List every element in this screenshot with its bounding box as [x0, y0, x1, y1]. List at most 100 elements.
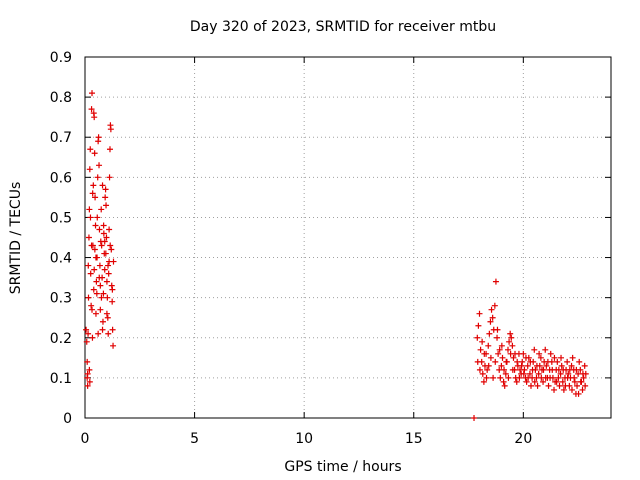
data-point	[102, 186, 109, 193]
data-point	[91, 246, 98, 253]
data-point	[109, 286, 116, 293]
data-point	[508, 334, 515, 341]
data-point	[558, 362, 565, 369]
data-point	[497, 374, 504, 381]
data-point	[90, 182, 97, 189]
data-point	[106, 146, 113, 153]
data-point	[83, 338, 90, 345]
data-point	[573, 366, 580, 373]
data-point	[86, 378, 93, 385]
data-point	[559, 378, 566, 385]
data-point	[108, 282, 115, 289]
data-point	[576, 358, 583, 365]
data-point	[531, 378, 538, 385]
data-point	[560, 366, 567, 373]
data-point	[94, 254, 101, 261]
data-point	[512, 350, 519, 357]
data-point	[524, 362, 531, 369]
data-point	[509, 342, 516, 349]
data-point	[89, 306, 96, 313]
data-point	[105, 262, 112, 269]
y-axis-label: SRMTID / TECUs	[8, 182, 24, 295]
data-point	[504, 346, 511, 353]
data-point	[566, 366, 573, 373]
data-point	[492, 278, 499, 285]
data-point	[522, 354, 529, 361]
data-point	[480, 378, 487, 385]
data-point	[483, 374, 490, 381]
data-point	[529, 366, 536, 373]
data-point	[85, 262, 92, 269]
data-point	[485, 362, 492, 369]
data-point	[92, 194, 99, 201]
data-point	[87, 146, 94, 153]
data-point	[564, 374, 571, 381]
data-point	[520, 370, 527, 377]
data-point	[101, 238, 108, 245]
data-point	[107, 242, 114, 249]
data-point	[565, 370, 572, 377]
x-tick-label: 10	[295, 431, 313, 447]
data-point	[484, 366, 491, 373]
data-point	[516, 374, 523, 381]
data-point	[523, 378, 530, 385]
data-point	[86, 166, 93, 173]
data-point	[485, 342, 492, 349]
data-point	[477, 346, 484, 353]
data-point	[102, 250, 109, 257]
data-point	[502, 370, 509, 377]
data-point	[534, 382, 541, 389]
data-point	[556, 382, 563, 389]
y-tick-label: 0	[63, 411, 72, 427]
data-point	[90, 286, 97, 293]
data-point	[88, 302, 95, 309]
data-point	[106, 226, 113, 233]
data-point	[85, 294, 92, 301]
data-point	[503, 358, 510, 365]
x-tick-label: 15	[405, 431, 423, 447]
data-point	[547, 350, 554, 357]
data-point	[501, 382, 508, 389]
data-point	[487, 318, 494, 325]
data-point	[105, 270, 112, 277]
data-point	[571, 378, 578, 385]
data-point	[95, 134, 102, 141]
data-point	[474, 358, 481, 365]
data-point	[494, 334, 501, 341]
y-tick-label: 0.9	[50, 50, 72, 66]
plot-frame	[84, 56, 612, 419]
data-point	[510, 354, 517, 361]
data-point	[86, 366, 93, 373]
data-point	[580, 374, 587, 381]
data-point	[84, 382, 91, 389]
data-point	[560, 386, 567, 393]
data-point	[100, 230, 107, 237]
y-tick-label: 0.1	[50, 371, 72, 387]
data-point	[479, 370, 486, 377]
data-point	[108, 246, 115, 253]
data-point	[564, 358, 571, 365]
data-point	[96, 262, 103, 269]
data-point	[547, 374, 554, 381]
data-point	[577, 378, 584, 385]
data-point	[88, 106, 95, 113]
data-point	[94, 174, 101, 181]
data-point	[95, 330, 102, 337]
data-point	[551, 354, 558, 361]
data-point	[568, 386, 575, 393]
data-point	[89, 334, 96, 341]
data-point	[488, 306, 495, 313]
data-point	[103, 278, 110, 285]
data-point	[513, 378, 520, 385]
data-point	[92, 310, 99, 317]
data-point	[486, 330, 493, 337]
data-point	[509, 366, 516, 373]
data-point	[99, 318, 106, 325]
data-point	[475, 322, 482, 329]
data-point	[492, 358, 499, 365]
data-point	[505, 374, 512, 381]
data-point	[100, 290, 107, 297]
data-point	[99, 182, 106, 189]
data-point	[518, 362, 525, 369]
y-tick-label: 0.2	[50, 331, 72, 347]
